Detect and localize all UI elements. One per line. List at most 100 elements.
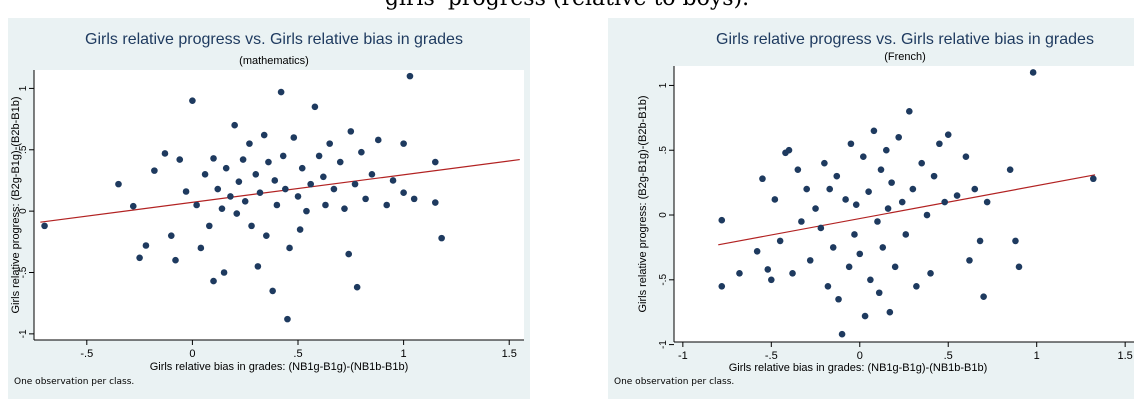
- data-point: [789, 270, 796, 277]
- data-point: [362, 195, 369, 203]
- data-point: [936, 140, 943, 148]
- data-point: [214, 185, 222, 193]
- fit-line: [718, 174, 1096, 246]
- data-point: [768, 276, 775, 284]
- y-tick-label: -.5: [658, 274, 669, 286]
- data-point: [971, 185, 979, 193]
- data-point: [861, 312, 869, 320]
- data-point: [197, 244, 205, 252]
- x-tick-label: -1: [678, 350, 688, 362]
- data-point: [906, 108, 913, 115]
- x-tick-label: .5: [944, 350, 953, 362]
- y-tick-label: 0: [658, 212, 669, 218]
- data-point: [886, 308, 894, 316]
- data-point: [336, 158, 344, 166]
- data-point: [279, 152, 287, 160]
- data-point: [821, 159, 828, 167]
- data-point: [260, 131, 268, 139]
- data-point: [284, 315, 291, 323]
- data-point: [1006, 166, 1014, 173]
- data-point: [233, 210, 241, 217]
- data-point: [918, 159, 925, 167]
- data-point: [865, 188, 872, 195]
- data-point: [129, 202, 137, 210]
- data-point: [718, 216, 726, 224]
- data-point: [115, 180, 122, 188]
- x-tick-label: 0: [857, 350, 863, 362]
- data-point: [803, 185, 810, 193]
- data-point: [182, 188, 190, 195]
- axis-ticks: -1 -.5 0 .5 1 1.5 -1 -.5 0 .5 1: [658, 82, 1133, 362]
- data-point: [189, 97, 196, 104]
- x-tick-label: -.5: [80, 348, 93, 360]
- data-point: [718, 282, 726, 290]
- data-point: [888, 179, 895, 186]
- data-point: [193, 201, 200, 209]
- x-axis-label: Girls relative bias in grades: (NB1g-B1g…: [150, 361, 409, 373]
- data-point: [898, 198, 906, 206]
- data-point: [290, 134, 298, 141]
- data-point: [400, 140, 407, 147]
- data-point: [764, 266, 772, 273]
- data-point: [953, 192, 961, 199]
- data-point: [1090, 175, 1097, 183]
- data-point: [246, 140, 253, 147]
- data-point: [879, 244, 887, 251]
- data-point: [271, 177, 279, 184]
- data-point: [753, 247, 761, 255]
- data-point: [256, 189, 264, 197]
- data-point: [966, 257, 973, 264]
- y-tick-label: 1: [18, 85, 29, 91]
- data-point: [909, 185, 917, 193]
- data-point: [254, 263, 262, 270]
- figure-caption: girls' progress (relative to boys).: [0, 0, 1134, 11]
- data-point: [358, 148, 365, 156]
- data-point: [330, 185, 338, 193]
- chart-title: Girls relative progress vs. Girls relati…: [85, 31, 463, 48]
- data-point: [210, 277, 217, 285]
- data-point: [785, 146, 793, 154]
- data-point: [241, 198, 249, 205]
- data-point: [438, 234, 445, 242]
- chart-subtitle: (mathematics): [239, 55, 309, 67]
- data-point: [231, 121, 238, 129]
- data-point: [294, 193, 302, 200]
- data-point: [835, 295, 842, 303]
- data-point: [263, 232, 270, 239]
- data-point: [206, 222, 213, 230]
- data-point: [282, 185, 289, 193]
- data-point: [374, 136, 382, 144]
- data-point: [142, 242, 150, 249]
- data-point: [220, 269, 228, 276]
- y-tick-label: -1: [658, 340, 669, 349]
- fit-line: [40, 158, 520, 223]
- data-point: [824, 282, 832, 290]
- x-axis-label: Girls relative bias in grades: (NB1g-B1g…: [729, 362, 988, 374]
- data-point: [847, 140, 855, 148]
- x-tick-label: 1.5: [502, 348, 517, 360]
- data-point: [172, 256, 179, 264]
- data-point: [273, 201, 281, 209]
- data-point: [944, 131, 952, 138]
- data-point: [962, 153, 970, 161]
- data-point: [248, 222, 255, 230]
- y-tick-label: 0: [18, 208, 29, 214]
- data-point: [927, 270, 934, 277]
- data-point: [798, 218, 805, 225]
- data-point: [389, 177, 397, 184]
- y-axis-label: Girls relative progress: (B2g-B1g)-(B2b-…: [637, 95, 649, 312]
- data-point: [812, 205, 819, 212]
- data-point: [1029, 69, 1037, 76]
- data-point: [311, 103, 319, 111]
- data-point: [941, 198, 948, 206]
- x-tick-label: .5: [293, 348, 302, 360]
- data-point: [235, 178, 243, 185]
- data-point: [851, 231, 858, 238]
- data-point: [341, 205, 348, 212]
- data-point: [759, 175, 766, 183]
- data-points: [40, 72, 520, 323]
- data-point: [222, 164, 230, 172]
- data-point: [776, 237, 784, 245]
- chart-title: Girls relative progress vs. Girls relati…: [716, 31, 1094, 48]
- data-point: [845, 263, 853, 271]
